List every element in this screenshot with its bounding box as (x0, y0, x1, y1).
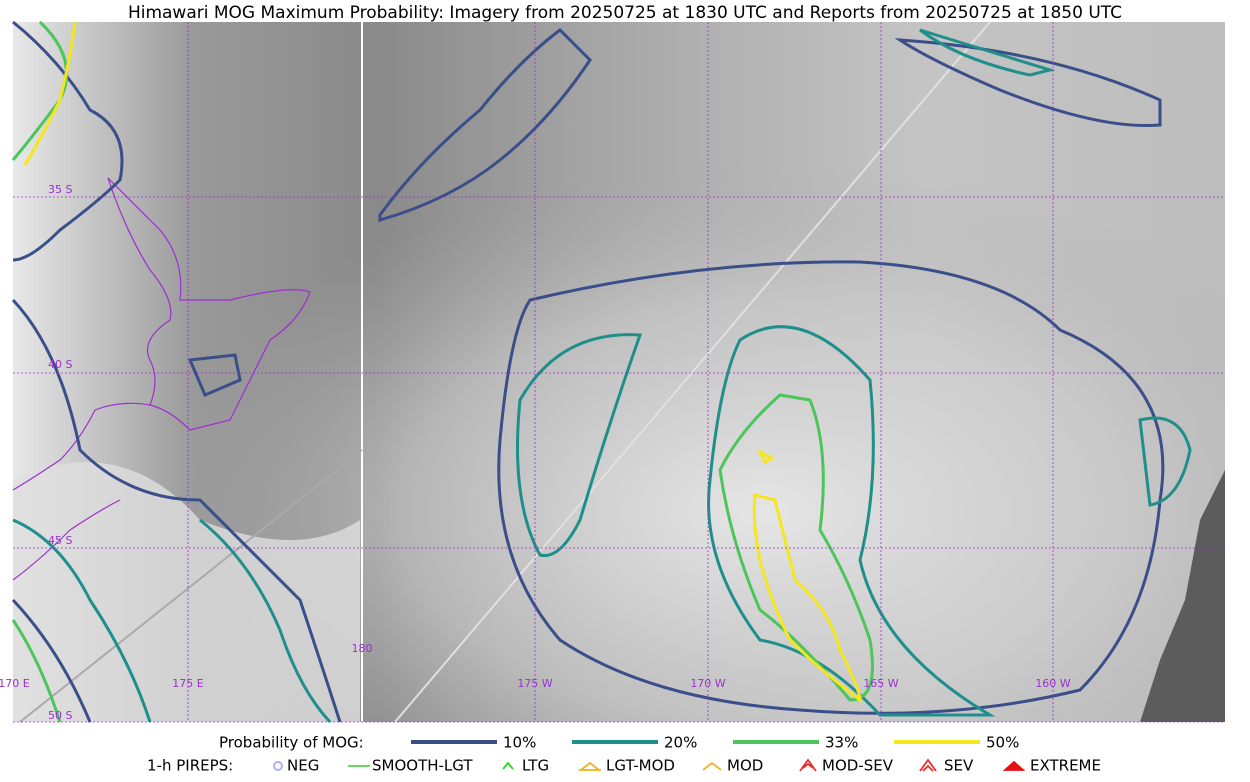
legend-label: 33% (825, 734, 858, 752)
lon-label: 170 W (690, 677, 725, 690)
no-data (1140, 470, 1225, 722)
legend-label: LGT-MOD (606, 757, 675, 775)
swath-edge (19, 449, 363, 723)
lat-label: 45 S (48, 534, 72, 547)
lat-label: 40 S (48, 358, 72, 371)
pirep-icon (919, 758, 937, 772)
pirep-icon (799, 758, 817, 772)
legend-title: 1-h PIREPS: (147, 757, 233, 775)
legend-title: Probability of MOG: (219, 734, 364, 752)
legend-label: NEG (287, 757, 319, 775)
pirep-icon (273, 761, 283, 771)
legend-label: SEV (944, 757, 974, 775)
title: Himawari MOG Maximum Probability: Imager… (128, 3, 1122, 23)
legend-label: 50% (986, 734, 1019, 752)
pirep-icon (502, 761, 514, 770)
legend-label: LTG (522, 757, 549, 775)
pirep-icon (1002, 760, 1026, 771)
legend-label: 10% (503, 734, 536, 752)
pirep-icon (702, 761, 722, 771)
lat-label: 50 S (48, 709, 72, 722)
legend-label: MOD (727, 757, 763, 775)
map (11, 20, 1225, 724)
cloud (13, 462, 360, 722)
lon-label: 165 W (863, 677, 898, 690)
legend-label: 20% (664, 734, 697, 752)
lon-label: 170 E (0, 677, 30, 690)
swath-edge (394, 21, 991, 723)
lon-label: 160 W (1035, 677, 1070, 690)
lon-label: 175 E (172, 677, 203, 690)
graticule (13, 22, 1225, 723)
legend-label: SMOOTH-LGT (372, 757, 473, 775)
legend-label: MOD-SEV (822, 757, 894, 775)
legend-label: EXTREME (1030, 757, 1101, 775)
lon-label: 175 W (517, 677, 552, 690)
pirep-icon (579, 761, 601, 771)
lon-label: 180 (352, 642, 373, 655)
mog-contours (11, 20, 1192, 724)
lat-label: 35 S (48, 183, 72, 196)
